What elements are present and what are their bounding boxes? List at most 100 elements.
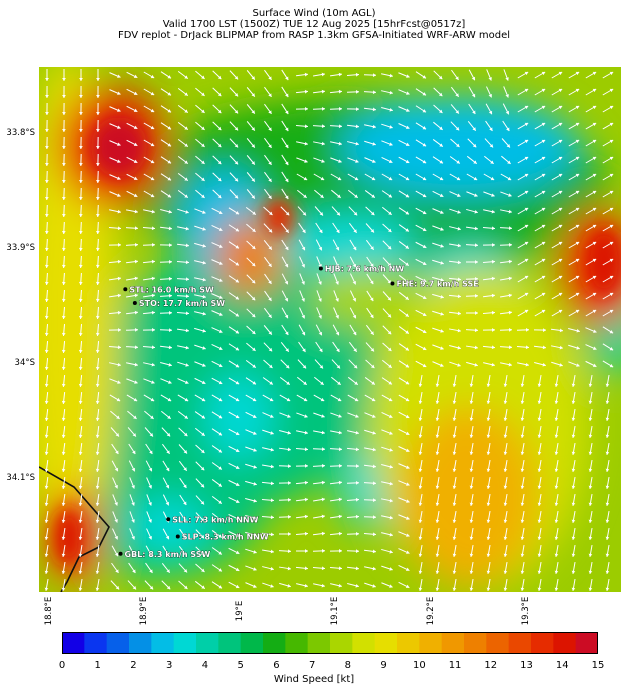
wind-arrow xyxy=(415,105,427,113)
wind-arrow xyxy=(503,528,508,540)
wind-arrow xyxy=(195,172,205,182)
wind-arrow xyxy=(448,277,462,282)
wind-arrow xyxy=(585,173,597,181)
wind-arrow xyxy=(534,173,546,181)
wind-arrow xyxy=(142,226,156,231)
wind-arrow xyxy=(333,290,339,302)
wind-arrow xyxy=(347,430,359,435)
wind-arrow xyxy=(281,154,289,166)
wind-arrow xyxy=(143,173,155,181)
wind-arrow xyxy=(554,426,559,438)
wind-arrow xyxy=(264,137,272,149)
wind-arrow xyxy=(264,256,272,268)
wind-arrow xyxy=(517,105,529,113)
wind-arrow xyxy=(195,87,205,97)
wind-arrow xyxy=(142,259,156,264)
title-line-3: FDV replot - DrJack BLIPMAP from RASP 1.… xyxy=(117,30,511,41)
wind-arrow xyxy=(398,241,410,249)
wind-arrow xyxy=(605,443,610,455)
wind-arrow xyxy=(364,173,376,181)
lon-label: 19.2°E xyxy=(426,596,436,626)
colorbar-swatch xyxy=(263,632,286,654)
lat-label: 34°S xyxy=(14,358,35,368)
wind-arrow xyxy=(452,460,457,472)
wind-arrow xyxy=(78,374,83,388)
wind-arrow xyxy=(534,139,546,147)
wind-arrow xyxy=(126,173,138,181)
wind-arrow xyxy=(588,443,593,455)
wind-arrow xyxy=(537,494,542,506)
wind-arrow xyxy=(246,257,256,267)
wind-arrow xyxy=(415,258,427,266)
wind-arrow xyxy=(398,548,410,554)
colorbar-tick-label: 6 xyxy=(273,660,280,671)
wind-arrow xyxy=(520,460,525,472)
wind-arrow xyxy=(448,311,462,316)
wind-arrow xyxy=(537,375,542,387)
wind-arrow xyxy=(503,69,509,81)
colorbar-swatch xyxy=(464,632,487,654)
wind-arrow xyxy=(585,122,597,130)
wind-arrow xyxy=(585,258,597,266)
colorbar-tick-label: 10 xyxy=(412,660,426,671)
wind-arrow xyxy=(503,511,508,523)
wind-arrow xyxy=(520,562,525,574)
wind-arrow xyxy=(346,447,360,452)
wind-arrow xyxy=(364,582,376,588)
wind-arrow xyxy=(466,155,478,165)
wind-arrow xyxy=(143,122,155,130)
lon-label: 19.3°E xyxy=(521,596,531,626)
wind-arrow xyxy=(95,187,100,201)
wind-arrow xyxy=(211,276,223,282)
wind-arrow xyxy=(79,85,83,99)
wind-arrow xyxy=(486,562,491,574)
wind-arrow xyxy=(588,477,593,489)
wind-arrow xyxy=(142,328,156,332)
wind-arrow xyxy=(211,428,223,436)
wind-arrow xyxy=(465,277,479,281)
wind-arrow xyxy=(346,89,360,94)
colorbar-tick-label: 1 xyxy=(94,660,101,671)
wind-arrow xyxy=(366,256,374,268)
wind-arrow xyxy=(109,362,121,367)
wind-arrow xyxy=(588,460,593,472)
wind-arrow xyxy=(78,562,83,574)
wind-arrow xyxy=(299,273,305,285)
wind-arrow xyxy=(537,511,542,523)
wind-arrow xyxy=(500,293,512,298)
wind-arrow xyxy=(178,444,188,454)
wind-arrow xyxy=(262,447,274,452)
wind-arrow xyxy=(585,327,597,333)
wind-arrow xyxy=(61,187,66,201)
wind-arrow xyxy=(228,377,240,385)
wind-arrow xyxy=(398,156,410,164)
wind-arrow xyxy=(313,173,325,181)
wind-arrow xyxy=(571,375,576,387)
colorbar-swatch xyxy=(62,632,85,654)
wind-arrow xyxy=(568,224,580,232)
wind-arrow xyxy=(486,460,491,472)
wind-arrow xyxy=(551,275,563,283)
wind-arrow xyxy=(108,226,122,231)
wind-arrow xyxy=(314,189,324,199)
wind-arrow xyxy=(469,528,474,540)
wind-arrow xyxy=(316,307,322,319)
wind-arrow xyxy=(349,290,357,302)
wind-arrow xyxy=(366,307,374,319)
wind-arrow xyxy=(382,240,392,250)
wind-arrow xyxy=(588,562,593,574)
wind-arrow xyxy=(78,442,83,456)
wind-arrow xyxy=(261,532,275,537)
wind-arrow xyxy=(486,545,491,557)
wind-arrow xyxy=(382,257,392,267)
wind-arrow xyxy=(329,531,343,536)
wind-arrow xyxy=(418,511,423,523)
wind-arrow xyxy=(452,426,457,438)
station-marker: SLL: 7.3 km/h NNW xyxy=(166,515,259,525)
wind-arrow xyxy=(363,107,377,112)
wind-arrow xyxy=(278,447,292,452)
wind-arrow xyxy=(44,510,49,524)
lon-label: 19.1°E xyxy=(330,596,340,626)
wind-arrow xyxy=(281,86,289,98)
wind-arrow xyxy=(178,545,188,557)
